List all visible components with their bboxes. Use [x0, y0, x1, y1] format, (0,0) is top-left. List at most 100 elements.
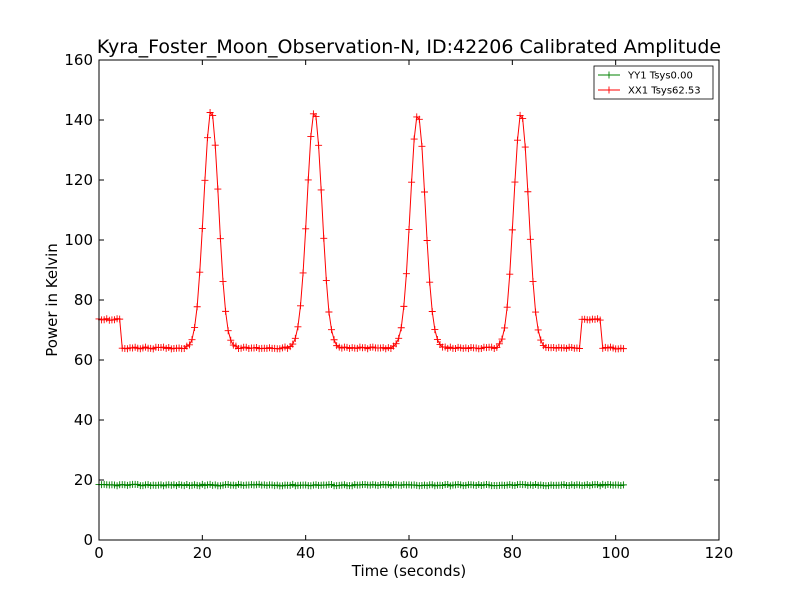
data-point-marker	[503, 303, 511, 311]
data-point-marker	[185, 341, 193, 349]
series-xx1	[95, 109, 627, 353]
x-tick-label: 100	[601, 544, 630, 562]
data-point-marker	[501, 324, 509, 332]
data-point-marker	[294, 323, 302, 331]
data-point-marker	[289, 340, 297, 348]
data-point-marker	[400, 302, 408, 310]
data-point-marker	[402, 270, 410, 278]
x-tick-label: 80	[503, 544, 522, 562]
data-point-marker	[198, 225, 206, 233]
y-tick-label: 60	[74, 351, 93, 369]
data-point-marker	[524, 188, 532, 196]
data-point-marker	[211, 141, 219, 149]
data-point-marker	[532, 308, 540, 316]
data-point-marker	[576, 344, 583, 352]
data-point-marker	[426, 278, 434, 286]
data-point-marker	[219, 277, 227, 285]
data-point-marker	[214, 185, 222, 193]
data-point-marker	[201, 176, 209, 184]
data-point-marker	[297, 302, 304, 310]
data-point-marker	[495, 340, 503, 348]
data-point-marker	[521, 143, 529, 151]
data-point-marker	[433, 336, 441, 344]
data-point-marker	[224, 327, 232, 335]
data-point-marker	[415, 115, 423, 123]
data-point-marker	[511, 178, 519, 186]
data-point-marker	[418, 142, 426, 150]
data-point-marker	[328, 326, 335, 334]
data-point-marker	[325, 308, 333, 316]
data-point-marker	[330, 336, 338, 344]
y-tick-label: 120	[64, 171, 93, 189]
y-tick-label: 20	[74, 471, 93, 489]
data-point-marker	[405, 225, 413, 233]
data-point-marker	[299, 269, 307, 277]
y-tick-label: 40	[74, 411, 93, 429]
y-tick-label: 0	[83, 531, 93, 549]
legend: YY1 Tsys0.00 XX1 Tsys62.53	[593, 65, 714, 100]
data-point-marker	[514, 136, 521, 144]
y-tick-label: 140	[64, 111, 93, 129]
y-tick-label: 80	[74, 291, 93, 309]
data-point-marker	[493, 343, 501, 351]
data-point-marker	[619, 345, 627, 353]
legend-label: YY1 Tsys0.00	[627, 71, 693, 82]
series-markers	[95, 109, 627, 353]
data-point-marker	[315, 141, 323, 149]
data-point-marker	[508, 226, 516, 234]
data-point-marker	[304, 176, 312, 184]
y-tick-label: 160	[64, 51, 93, 69]
data-point-marker	[526, 235, 534, 243]
y-tick-label: 100	[64, 231, 93, 249]
data-point-marker	[498, 335, 506, 343]
x-tick-label: 120	[705, 544, 734, 562]
data-point-marker	[322, 277, 330, 285]
y-axis-label: Power in Kelvin	[43, 243, 61, 357]
data-point-marker	[534, 326, 542, 334]
data-point-marker	[395, 334, 403, 342]
data-point-marker	[421, 188, 428, 196]
data-point-marker	[428, 308, 436, 316]
x-tick-label: 60	[399, 544, 418, 562]
data-point-marker	[423, 236, 431, 244]
data-point-marker	[397, 324, 405, 332]
data-point-marker	[537, 336, 545, 344]
data-point-marker	[519, 115, 527, 123]
data-point-marker	[506, 270, 514, 278]
data-point-marker	[312, 113, 320, 121]
data-point-marker	[193, 303, 201, 311]
data-point-marker	[227, 336, 235, 344]
data-point-marker	[596, 316, 604, 324]
x-tick-label: 0	[94, 544, 104, 562]
data-point-marker	[116, 315, 124, 323]
data-point-marker	[529, 277, 537, 285]
data-point-marker	[307, 132, 315, 140]
chart-title: Kyra_Foster_Moon_Observation-N, ID:42206…	[97, 36, 721, 58]
series-markers	[95, 480, 627, 490]
data-point-marker	[392, 340, 400, 348]
data-point-marker	[209, 112, 217, 120]
axis-ticks: 0 20 40 60 80 100 120 0 20 40 60 80 100 120 140 160	[64, 51, 733, 562]
data-point-marker	[188, 336, 196, 344]
data-point-marker	[222, 307, 230, 315]
legend-box	[593, 65, 714, 100]
x-tick-label: 20	[193, 544, 212, 562]
data-point-marker	[291, 334, 299, 342]
data-point-marker	[619, 481, 627, 489]
legend-marker	[605, 86, 613, 94]
data-point-marker	[204, 134, 211, 142]
series-yy1	[95, 480, 627, 490]
data-point-marker	[191, 323, 199, 331]
legend-marker	[605, 71, 613, 79]
x-tick-label: 40	[296, 544, 315, 562]
x-axis-label: Time (seconds)	[351, 562, 467, 580]
data-point-marker	[320, 234, 328, 242]
data-point-marker	[196, 268, 204, 276]
data-point-marker	[410, 135, 418, 143]
data-point-marker	[317, 186, 325, 194]
data-point-marker	[302, 225, 310, 233]
legend-label: XX1 Tsys62.53	[628, 86, 701, 97]
data-point-marker	[216, 235, 224, 243]
